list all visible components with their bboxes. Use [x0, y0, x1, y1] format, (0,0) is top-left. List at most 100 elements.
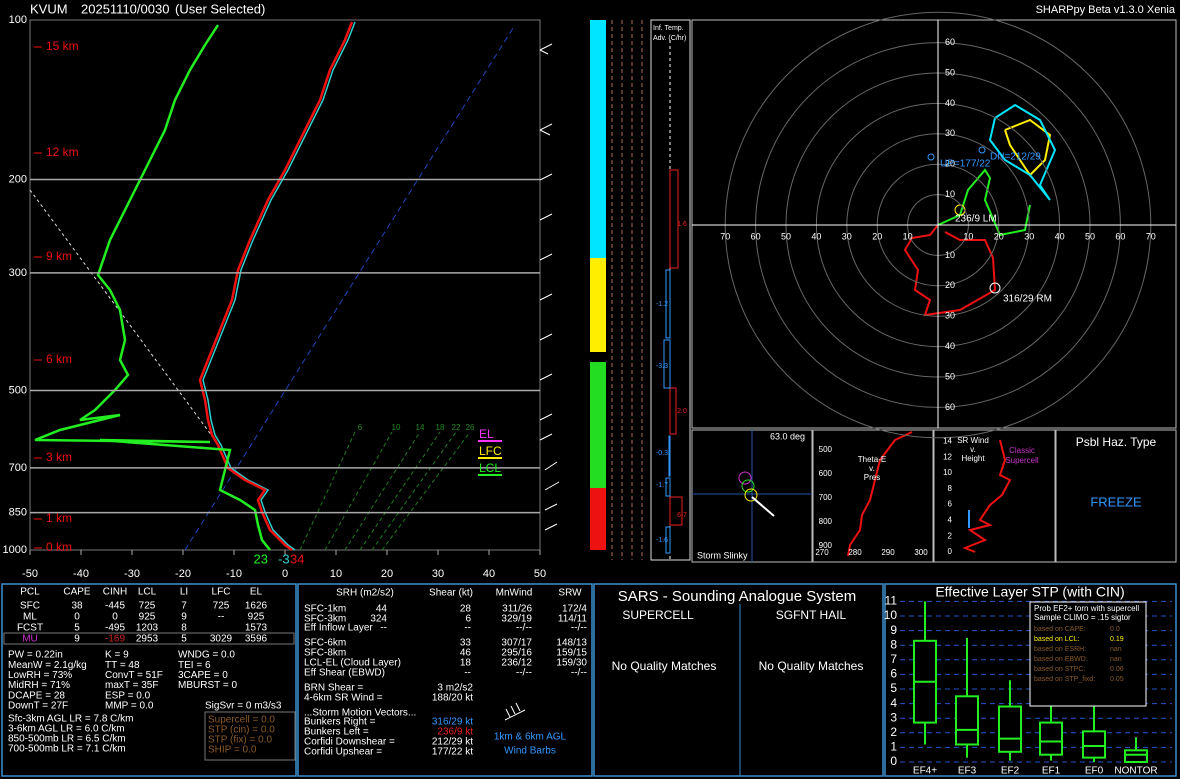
prob-value: nan — [1110, 656, 1122, 663]
parcel-header: LCL — [138, 587, 157, 598]
temp-label: 10 — [330, 568, 342, 580]
left-mover-label: 236/9 LM — [955, 214, 997, 225]
thetae-tick: 700 — [819, 493, 833, 502]
parcel-cell: SFC — [20, 601, 40, 612]
parcel-cell: 7 — [181, 601, 187, 612]
kin-cell: 6 — [465, 614, 471, 625]
index: MMP = 0.0 — [105, 701, 154, 712]
kin-layer: SFC-1km — [304, 604, 346, 615]
hodo-tick-label: 10 — [903, 231, 913, 241]
temperature-trace — [198, 21, 354, 552]
lapse-rate: 3-6km AGL LR = 6.0 C/km — [8, 724, 125, 735]
parcel-header: LFC — [212, 587, 231, 598]
prob-label: based on EBWD: — [1034, 656, 1088, 663]
kin-cell: 329/19 — [501, 614, 532, 625]
slinky-circle — [741, 479, 755, 493]
box — [1082, 730, 1106, 759]
downshear-marker — [978, 146, 986, 154]
kin-extra: 3 m2/s2 — [437, 683, 473, 694]
sars-header: SUPERCELL — [622, 608, 694, 622]
adv-label: -1.7 — [656, 482, 668, 489]
temp-label: -30 — [124, 568, 140, 580]
barb — [504, 702, 526, 721]
stp-tick: 5 — [890, 681, 897, 695]
adv-label: -1.6 — [656, 537, 668, 544]
temp-label: 40 — [483, 568, 495, 580]
index: MeanW = 2.1g/kg — [8, 660, 87, 671]
adv-label: 2.0 — [677, 408, 687, 415]
pressure-label: 1000 — [3, 544, 27, 556]
parcel-cell: -169 — [105, 634, 125, 645]
parcel-header: LI — [180, 587, 188, 598]
height-label: 12 km — [46, 145, 79, 159]
height-label: 15 km — [46, 39, 79, 53]
kin-cell: --/-- — [516, 668, 532, 679]
parcel-cell: 3029 — [210, 634, 233, 645]
stp-tick: 10 — [884, 608, 898, 622]
adv-label: 6.7 — [677, 512, 687, 519]
hodo-tick-label: 70 — [720, 231, 730, 241]
pressure-label: 200 — [9, 173, 27, 185]
kin-layer: Eff Shear (EBWD) — [304, 668, 385, 679]
prob-box — [1029, 601, 1147, 707]
date: 20251110/0030 — [81, 1, 169, 16]
hazard-title: Psbl Haz. Type — [1076, 435, 1157, 449]
mixing-ratio-label: 26 — [466, 423, 475, 432]
parcel-cell: 1626 — [245, 601, 268, 612]
adv-frame — [650, 19, 691, 561]
motion-value: 177/22 kt — [432, 747, 473, 758]
thetae-tick: 500 — [819, 445, 833, 454]
downshear-label: DN=212/29 — [990, 152, 1041, 163]
prob-value: 0.05 — [1110, 676, 1124, 683]
temp-label: -10 — [226, 568, 242, 580]
thetae-tick: 600 — [819, 469, 833, 478]
adv-bar — [665, 269, 671, 339]
wind-barb — [539, 43, 560, 531]
motion-label: Corfidi Upshear = — [304, 747, 382, 758]
adv-label: -1.2 — [656, 301, 668, 308]
height-label: 1 km — [46, 511, 72, 525]
stp-frame — [884, 583, 1177, 777]
parcel-cell: -- — [218, 612, 225, 623]
kin-cell: 28 — [460, 604, 472, 615]
sfc-temp: 34 — [290, 551, 304, 566]
index: maxT = 35F — [105, 680, 158, 691]
stp-tick: 0 — [890, 754, 897, 768]
hodo-tick-label: 30 — [842, 231, 852, 241]
kin-layer: SFC-3km — [304, 614, 346, 625]
isotherm — [184, 24, 516, 551]
parcel-cell: 3596 — [245, 634, 268, 645]
parcel-cell: 8 — [181, 623, 187, 634]
hodo-tick-label: 40 — [1055, 231, 1065, 241]
parcel-cell: -495 — [105, 623, 125, 634]
kin-cell: 18 — [460, 658, 472, 669]
prob-value: nan — [1110, 646, 1122, 653]
height-label: 0 km — [46, 540, 72, 554]
parcel-cell: 925 — [139, 612, 156, 623]
parcel-level-label: LFC — [479, 444, 502, 458]
kin-cell: 172/4 — [562, 604, 587, 615]
kin-extra: 4-6km SR Wind = — [304, 693, 383, 704]
index: K = 9 — [105, 650, 129, 661]
slinky-angle: 63.0 deg — [770, 431, 805, 441]
index: LowRH = 73% — [8, 670, 72, 681]
parcel-cell: 9 — [74, 634, 80, 645]
height-label: 3 km — [46, 450, 72, 464]
parcel-cell: 925 — [248, 612, 265, 623]
mixing-ratio-label: 6 — [358, 423, 363, 432]
parcel-cell: -445 — [105, 601, 125, 612]
dewpoint-trace — [34, 24, 271, 551]
barb-note: Wind Barbs — [504, 746, 556, 757]
slinky-circle — [744, 488, 758, 502]
motion-label: Bunkers Right = — [304, 717, 376, 728]
hodo-tick-label: 10 — [945, 250, 955, 260]
box — [1124, 749, 1148, 764]
station: KVUM — [30, 1, 68, 16]
adv-label: -3.3 — [656, 363, 668, 370]
stp-tick: 11 — [885, 594, 898, 608]
wind-barbs — [539, 43, 560, 531]
stp-category: EF1 — [1042, 766, 1061, 777]
index: MidRH = 71% — [8, 680, 70, 691]
hodo-trace — [903, 224, 997, 317]
